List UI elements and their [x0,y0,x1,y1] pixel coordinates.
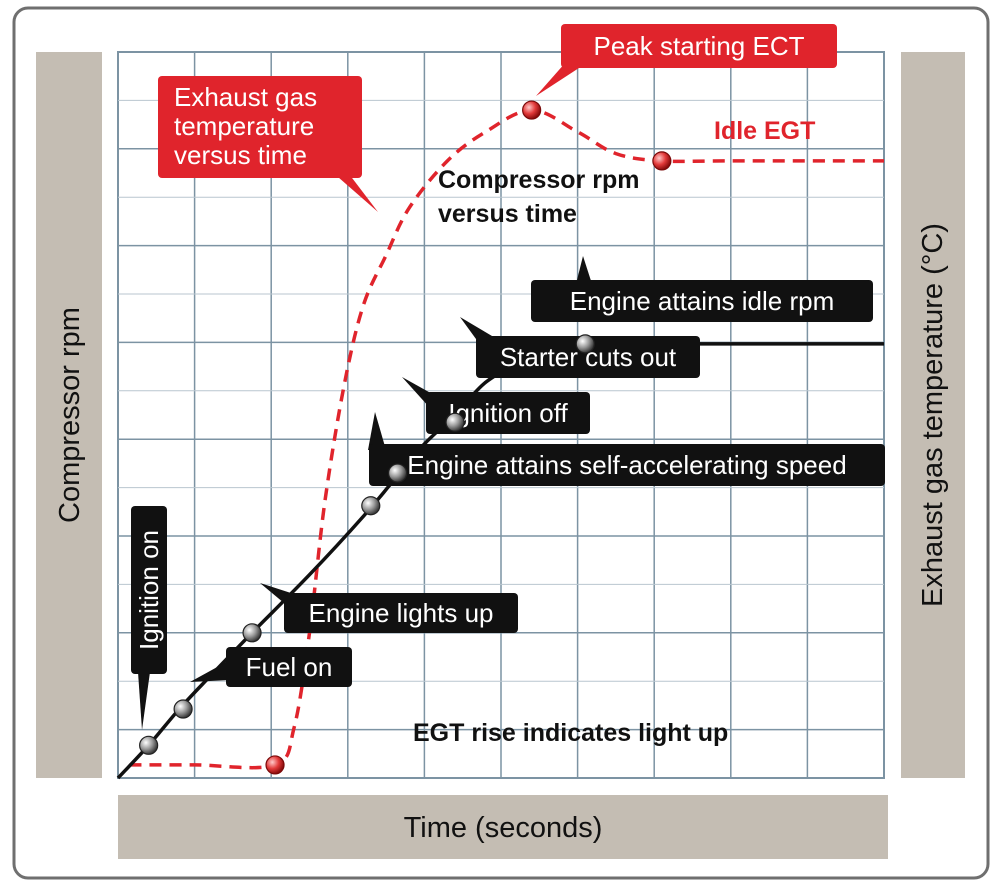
label-idle-egt: Idle EGT [714,117,815,145]
marker-layer [139,100,672,775]
callout-ignition-off: Ignition off [402,377,590,434]
callout-egt-line-2: temperature [174,111,314,141]
callout-fuel-on: Fuel on [190,647,352,687]
fuel-on-point [173,699,193,719]
callout-fuel-on-text: Fuel on [246,652,333,682]
label-rpm-curve-1: Compressor rpm [438,166,639,194]
engine-lights-up-point [242,623,262,643]
idle-rpm-point [575,334,595,354]
right-axis-panel [901,52,965,778]
peak-ect-point [522,100,542,120]
egt-light-up-point [265,755,285,775]
x-axis-label: Time (seconds) [404,812,603,844]
callout-ignition-off-text: Ignition off [448,398,568,428]
ignition-off-point [387,463,408,483]
label-rpm-curve-2: versus time [438,200,577,228]
callout-self-accelerating: Engine attains self-accelerating speed [368,412,885,486]
callout-ignition-on: Ignition on [131,506,167,730]
callout-peak-ect: Peak starting ECT [536,24,837,96]
ignition-on-point [139,735,159,755]
y-axis-label-left: Compressor rpm [54,307,86,523]
callout-idle-rpm-text: Engine attains idle rpm [570,286,834,316]
callout-egt-curve: Exhaust gas temperature versus time [158,76,378,212]
label-egt-rise: EGT rise indicates light up [413,719,728,747]
callout-peak-ect-text: Peak starting ECT [594,31,805,61]
starter-cuts-out-point [445,412,465,432]
callout-engine-lights-up-text: Engine lights up [308,598,493,628]
self-accelerating-point [361,496,381,516]
callout-egt-line-1: Exhaust gas [174,82,317,112]
callout-self-accelerating-text: Engine attains self-accelerating speed [407,450,846,480]
callout-engine-lights-up: Engine lights up [260,583,518,633]
callout-idle-rpm: Engine attains idle rpm [531,256,873,322]
egt-curve [129,108,884,770]
bottom-axis-panel [118,795,888,859]
callout-ignition-on-text: Ignition on [134,530,164,650]
idle-egt-point [652,151,672,171]
callout-egt-line-3: versus time [174,140,307,170]
left-axis-panel [36,52,102,778]
y-axis-label-right: Exhaust gas temperature (°C) [917,223,949,607]
